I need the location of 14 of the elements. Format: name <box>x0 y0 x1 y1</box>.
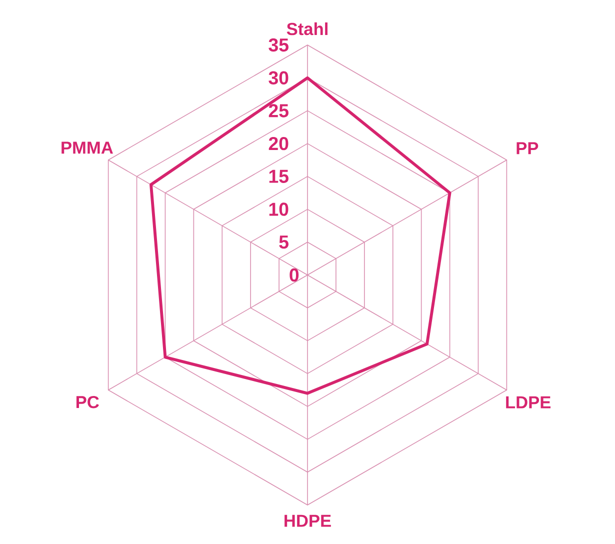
spoke-label: PP <box>516 142 538 154</box>
spoke-label: Stahl <box>286 22 328 36</box>
y-tick-label: 5 <box>279 236 288 249</box>
spoke-label: LDPE <box>506 396 551 408</box>
y-tick-label: 15 <box>269 170 288 183</box>
y-tick-label: 25 <box>268 104 288 118</box>
spoke-label: PC <box>76 396 99 408</box>
y-tick-label: 10 <box>269 202 288 216</box>
y-tick-label: 0 <box>290 268 299 282</box>
spoke-label: HDPE <box>284 514 331 527</box>
y-tick-label: 35 <box>268 38 288 52</box>
y-tick-label: 30 <box>268 71 288 84</box>
y-tick-label: 20 <box>268 136 288 150</box>
spoke-label: PMMA <box>62 142 113 154</box>
